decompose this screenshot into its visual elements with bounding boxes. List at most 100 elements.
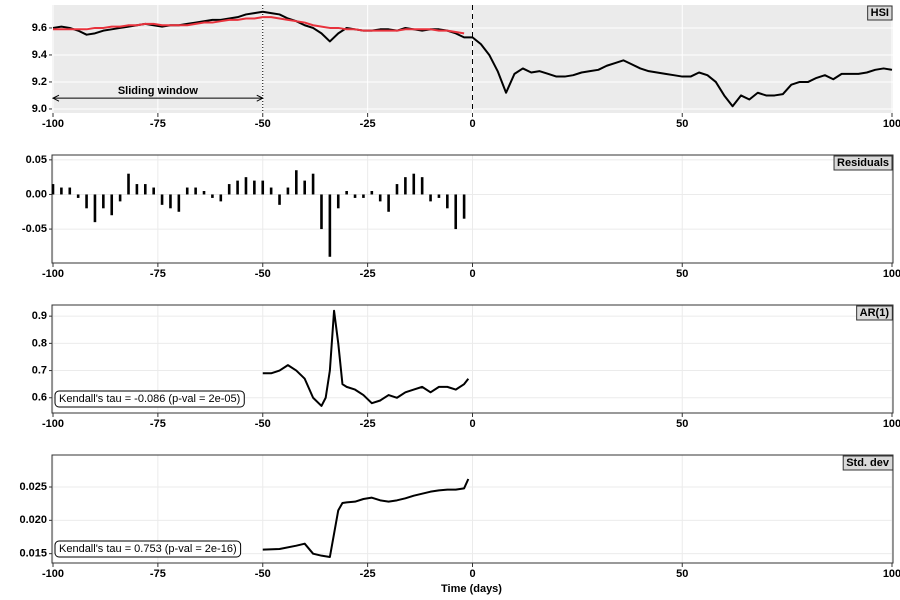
bar bbox=[462, 194, 466, 219]
line-series bbox=[52, 10, 893, 108]
strip-box bbox=[833, 155, 893, 171]
x-tick-label: 100 bbox=[883, 418, 900, 430]
x-tick-label: 0 bbox=[469, 418, 475, 430]
bar bbox=[446, 194, 449, 209]
bar bbox=[85, 194, 88, 209]
x-tick-label: -75 bbox=[150, 268, 166, 280]
bar bbox=[76, 194, 80, 198]
bar bbox=[303, 180, 306, 195]
x-tick-label: -100 bbox=[42, 568, 64, 580]
panel: 0.015 0.020 0.025 -100 -75 -50 -25 0 50 100 Std. d… bbox=[19, 454, 900, 595]
x-axis-title: Time (days) bbox=[441, 583, 502, 595]
x-tick-label: -75 bbox=[150, 568, 166, 580]
bar bbox=[295, 170, 298, 195]
bar bbox=[395, 184, 399, 195]
line-series bbox=[53, 16, 465, 35]
bar bbox=[420, 177, 424, 195]
y-tick-label: 0.6 bbox=[32, 392, 47, 404]
bar bbox=[269, 187, 273, 195]
x-tick-label: 50 bbox=[676, 268, 688, 280]
bar bbox=[236, 180, 239, 195]
x-tick-label: -25 bbox=[360, 418, 376, 430]
y-tick-label: 0.9 bbox=[32, 310, 47, 322]
strip-label: AR(1) bbox=[860, 307, 890, 319]
bar bbox=[194, 187, 197, 195]
x-tick-label: -50 bbox=[255, 568, 271, 580]
x-tick-label: 0 bbox=[469, 268, 475, 280]
x-tick-label: -25 bbox=[360, 568, 376, 580]
bar bbox=[387, 194, 390, 212]
bar bbox=[227, 184, 231, 195]
x-tick-label: -50 bbox=[255, 118, 271, 130]
strip-box bbox=[842, 455, 894, 471]
bar bbox=[328, 194, 332, 257]
strip-box bbox=[867, 5, 893, 21]
x-tick-label: 100 bbox=[883, 118, 900, 130]
strip-label: Residuals bbox=[837, 157, 889, 169]
x-tick-label: 100 bbox=[883, 268, 900, 280]
y-tick-label: 9.6 bbox=[32, 22, 47, 34]
bar bbox=[261, 180, 265, 195]
x-tick-label: -75 bbox=[150, 418, 166, 430]
line-series bbox=[262, 309, 470, 407]
line-series bbox=[262, 478, 470, 558]
y-tick-label: 0.7 bbox=[32, 364, 47, 376]
bar bbox=[110, 194, 114, 216]
x-tick-label: 100 bbox=[883, 568, 900, 580]
y-tick-label: 0.8 bbox=[32, 337, 47, 349]
bar bbox=[345, 191, 348, 195]
x-tick-label: 0 bbox=[469, 118, 475, 130]
bar bbox=[286, 187, 290, 195]
x-tick-label: -100 bbox=[42, 418, 64, 430]
bar bbox=[152, 187, 155, 195]
x-tick-label: -50 bbox=[255, 418, 271, 430]
bar bbox=[93, 194, 97, 223]
annotation-box bbox=[54, 390, 245, 408]
strip-label: HSI bbox=[871, 7, 889, 19]
x-tick-label: -75 bbox=[150, 118, 166, 130]
bar bbox=[336, 194, 340, 209]
bar bbox=[362, 194, 365, 198]
bar bbox=[102, 194, 105, 209]
y-tick-label: 9.0 bbox=[32, 103, 47, 115]
bar bbox=[219, 194, 223, 202]
bar bbox=[412, 173, 416, 195]
y-tick-label: 9.2 bbox=[32, 76, 47, 88]
x-tick-label: -100 bbox=[42, 268, 64, 280]
arrow-label: Sliding window bbox=[118, 85, 198, 97]
bar bbox=[211, 194, 214, 198]
panel: 9.0 9.2 9.4 9.6 -100 -75 -50 -25 0 50 100 Sliding w… bbox=[32, 5, 900, 130]
x-tick-label: 50 bbox=[676, 568, 688, 580]
x-tick-label: -50 bbox=[255, 268, 271, 280]
bar bbox=[311, 173, 315, 195]
panel: 0.05 0.00 -0.05 -100 -75 -50 -25 0 50 100 Residual… bbox=[22, 154, 900, 280]
bar bbox=[60, 187, 63, 195]
bar bbox=[68, 187, 72, 195]
annotation: Kendall's tau = -0.086 (p-val = 2e-05) bbox=[59, 393, 240, 405]
bar bbox=[454, 194, 458, 230]
y-tick-label: 0.015 bbox=[19, 548, 47, 560]
annotation-box bbox=[54, 540, 242, 558]
panel-border bbox=[51, 154, 894, 264]
annotation: Kendall's tau = 0.753 (p-val = 2e-16) bbox=[59, 543, 237, 555]
bar bbox=[370, 191, 374, 195]
bar bbox=[437, 194, 441, 198]
x-tick-label: 50 bbox=[676, 418, 688, 430]
strip-box bbox=[856, 305, 893, 321]
bar bbox=[244, 177, 248, 195]
bar bbox=[51, 184, 55, 195]
panel-border bbox=[51, 454, 894, 564]
y-tick-label: 0.05 bbox=[26, 154, 47, 166]
bar bbox=[378, 194, 382, 202]
x-tick-label: 0 bbox=[469, 568, 475, 580]
strip-label: Std. dev bbox=[846, 457, 890, 469]
y-tick-label: 0.020 bbox=[19, 514, 47, 526]
bar bbox=[143, 184, 147, 195]
y-tick-label: 0.025 bbox=[19, 481, 47, 493]
bar bbox=[253, 180, 256, 195]
bar bbox=[127, 173, 130, 195]
bar bbox=[169, 194, 172, 209]
y-tick-label: -0.05 bbox=[22, 223, 47, 235]
x-tick-label: 50 bbox=[676, 118, 688, 130]
